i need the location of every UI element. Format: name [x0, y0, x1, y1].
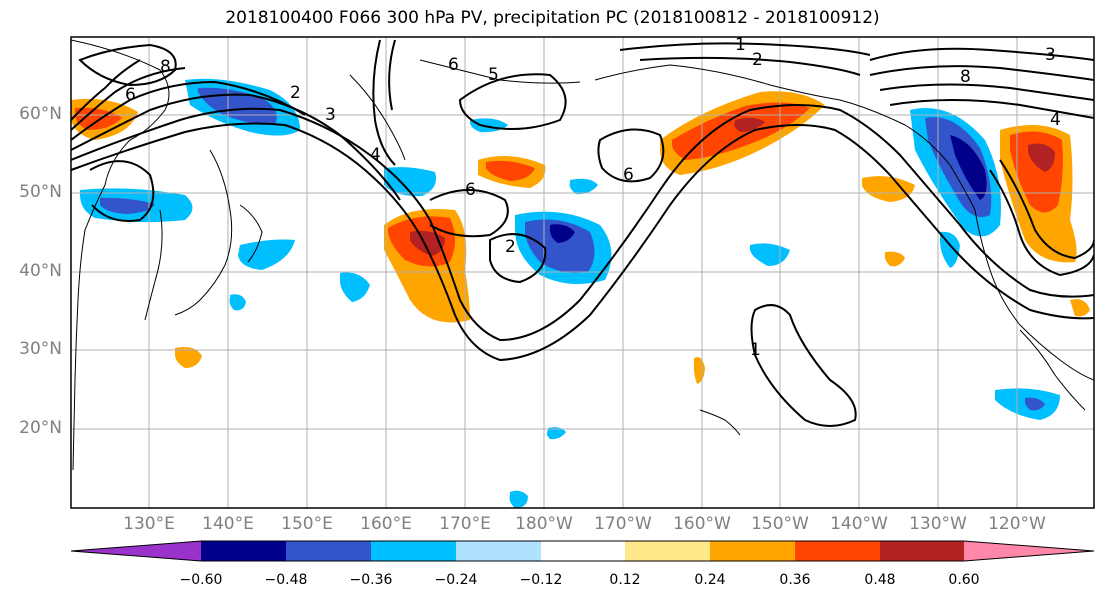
colorbar-segment [880, 541, 964, 561]
lon-label: 120°W [988, 514, 1046, 534]
contour-label: 4 [370, 145, 381, 165]
contour-label-group: 8 6 2 3 4 5 6 6 2 6 1 2 8 3 4 1 [125, 35, 1061, 360]
map-plot-area: 8 6 2 3 4 5 6 6 2 6 1 2 8 3 4 1 [71, 35, 1094, 508]
colorbar-tick-label: 0.48 [864, 572, 896, 588]
coastlines [71, 39, 1094, 471]
colorbar-tick-label: 0.36 [779, 572, 811, 588]
lon-label: 140°W [830, 514, 888, 534]
contour-label: 8 [160, 57, 171, 77]
map-gridlines [71, 37, 1094, 508]
contour-label: 6 [125, 85, 136, 105]
contour-label: 2 [290, 83, 301, 103]
colorbar-tick-label: −0.24 [434, 572, 478, 588]
lon-label: 180°W [515, 514, 573, 534]
colorbar-segment [710, 541, 795, 561]
colorbar-segment [286, 541, 371, 561]
contour-label: 1 [750, 340, 761, 360]
contour-label: 4 [1050, 110, 1061, 130]
colorbar-segment [625, 541, 710, 561]
lon-label: 160°W [673, 514, 731, 534]
lat-label: 20°N [19, 418, 62, 438]
lon-label: 170°W [594, 514, 652, 534]
contour-label: 1 [735, 35, 746, 55]
contour-label: 2 [505, 237, 516, 257]
colorbar-segment [795, 541, 880, 561]
colorbar-segment [456, 541, 541, 561]
colorbar-tick-label: 0.60 [948, 572, 980, 588]
contour-label: 3 [325, 105, 336, 125]
contour-label: 6 [465, 180, 476, 200]
lon-label: 130°E [123, 514, 175, 534]
precipitation-shading [71, 78, 1090, 508]
colorbar-extend-right [964, 541, 1094, 561]
lon-label: 160°E [360, 514, 412, 534]
colorbar-segment [201, 541, 286, 561]
colorbar-extend-left [71, 541, 201, 561]
colorbar [70, 540, 1095, 562]
contour-label: 8 [960, 67, 971, 87]
colorbar-tick-label: −0.12 [519, 572, 563, 588]
lon-label: 150°W [751, 514, 809, 534]
lon-label: 150°E [281, 514, 333, 534]
pv-contours [71, 39, 1094, 427]
lat-label: 30°N [19, 339, 62, 359]
lat-label: 40°N [19, 261, 62, 281]
map-title: 2018100400 F066 300 hPa PV, precipitatio… [225, 8, 880, 28]
colorbar-tick-label: 0.12 [609, 572, 641, 588]
contour-label: 2 [752, 50, 763, 70]
contour-label: 3 [1045, 45, 1056, 65]
contour-label: 6 [448, 55, 459, 75]
colorbar-segment [541, 541, 625, 561]
lon-label: 130°W [909, 514, 967, 534]
contour-label: 6 [623, 165, 634, 185]
colorbar-tick-label: 0.24 [694, 572, 726, 588]
map-frame [70, 36, 1095, 509]
contour-label: 5 [488, 65, 499, 85]
lat-label: 60°N [19, 104, 62, 124]
colorbar-tick-label: −0.60 [179, 572, 223, 588]
colorbar-segment [371, 541, 456, 561]
lat-label: 50°N [19, 182, 62, 202]
lon-label: 140°E [202, 514, 254, 534]
lon-label: 170°E [439, 514, 491, 534]
colorbar-tick-label: −0.36 [349, 572, 393, 588]
colorbar-tick-label: −0.48 [264, 572, 308, 588]
